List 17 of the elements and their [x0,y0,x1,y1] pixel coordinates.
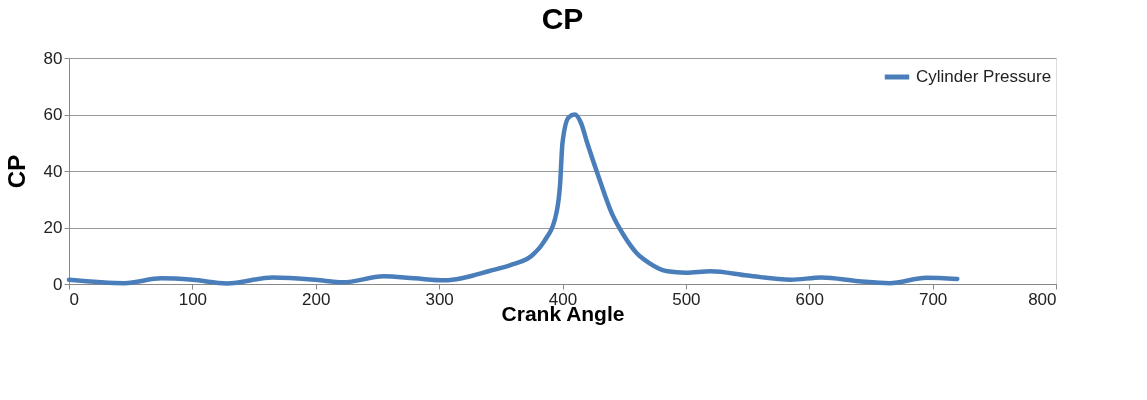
y-tick-label: 80 [43,48,63,68]
legend-label: Cylinder Pressure [916,67,1052,86]
x-tick-label: 500 [672,289,701,309]
x-tick-label: 100 [178,289,208,309]
x-tick-label: 300 [425,289,454,309]
y-tick-label: 40 [43,161,63,181]
y-tick-label: 60 [43,105,63,124]
x-tick-label: 600 [795,289,824,309]
chart-title: CP [541,2,584,35]
y-axis-title: CP [2,154,30,189]
x-tick-label: 800 [1028,289,1057,309]
x-tick-label: 0 [69,289,79,309]
x-tick-label: 700 [918,289,948,309]
y-tick-label: 20 [43,218,63,237]
line-series [66,112,960,286]
x-tick-label: 200 [302,289,331,309]
y-tick-label: 0 [53,274,63,294]
